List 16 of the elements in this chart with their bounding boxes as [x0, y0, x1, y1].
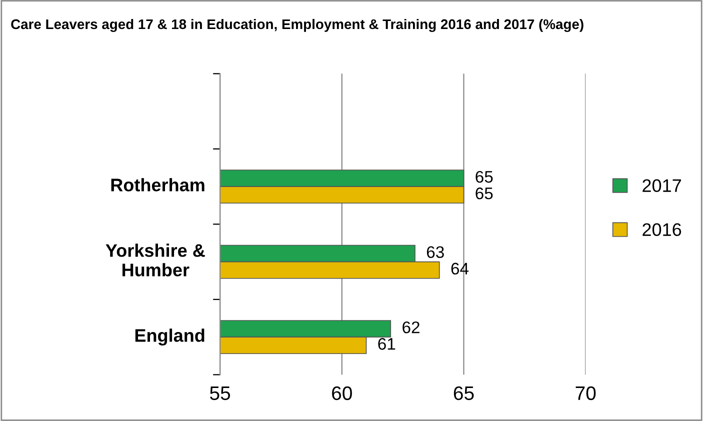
y-tick-label: Rotherham: [111, 178, 204, 192]
data-label: 61: [378, 338, 396, 350]
y-tick-label: England: [135, 328, 204, 346]
x-tick-label: 70: [576, 386, 596, 400]
x-tick-label: 55: [210, 386, 230, 400]
legend-label: 2017: [642, 179, 681, 192]
data-label: 65: [476, 188, 493, 200]
y-tick-label: Yorkshire & Humber: [106, 244, 205, 276]
legend-label: 2016: [642, 223, 682, 236]
data-label: 64: [451, 262, 469, 275]
chart-title: Care Leavers aged 17 & 18 in Education, Employment & Training 2016 and 2017 (%age): [11, 18, 584, 32]
data-label: 62: [402, 321, 420, 334]
x-tick-label: 60: [332, 386, 352, 400]
x-tick-label: 65: [454, 386, 474, 400]
data-label: 63: [426, 246, 444, 258]
data-label: 65: [476, 170, 493, 183]
